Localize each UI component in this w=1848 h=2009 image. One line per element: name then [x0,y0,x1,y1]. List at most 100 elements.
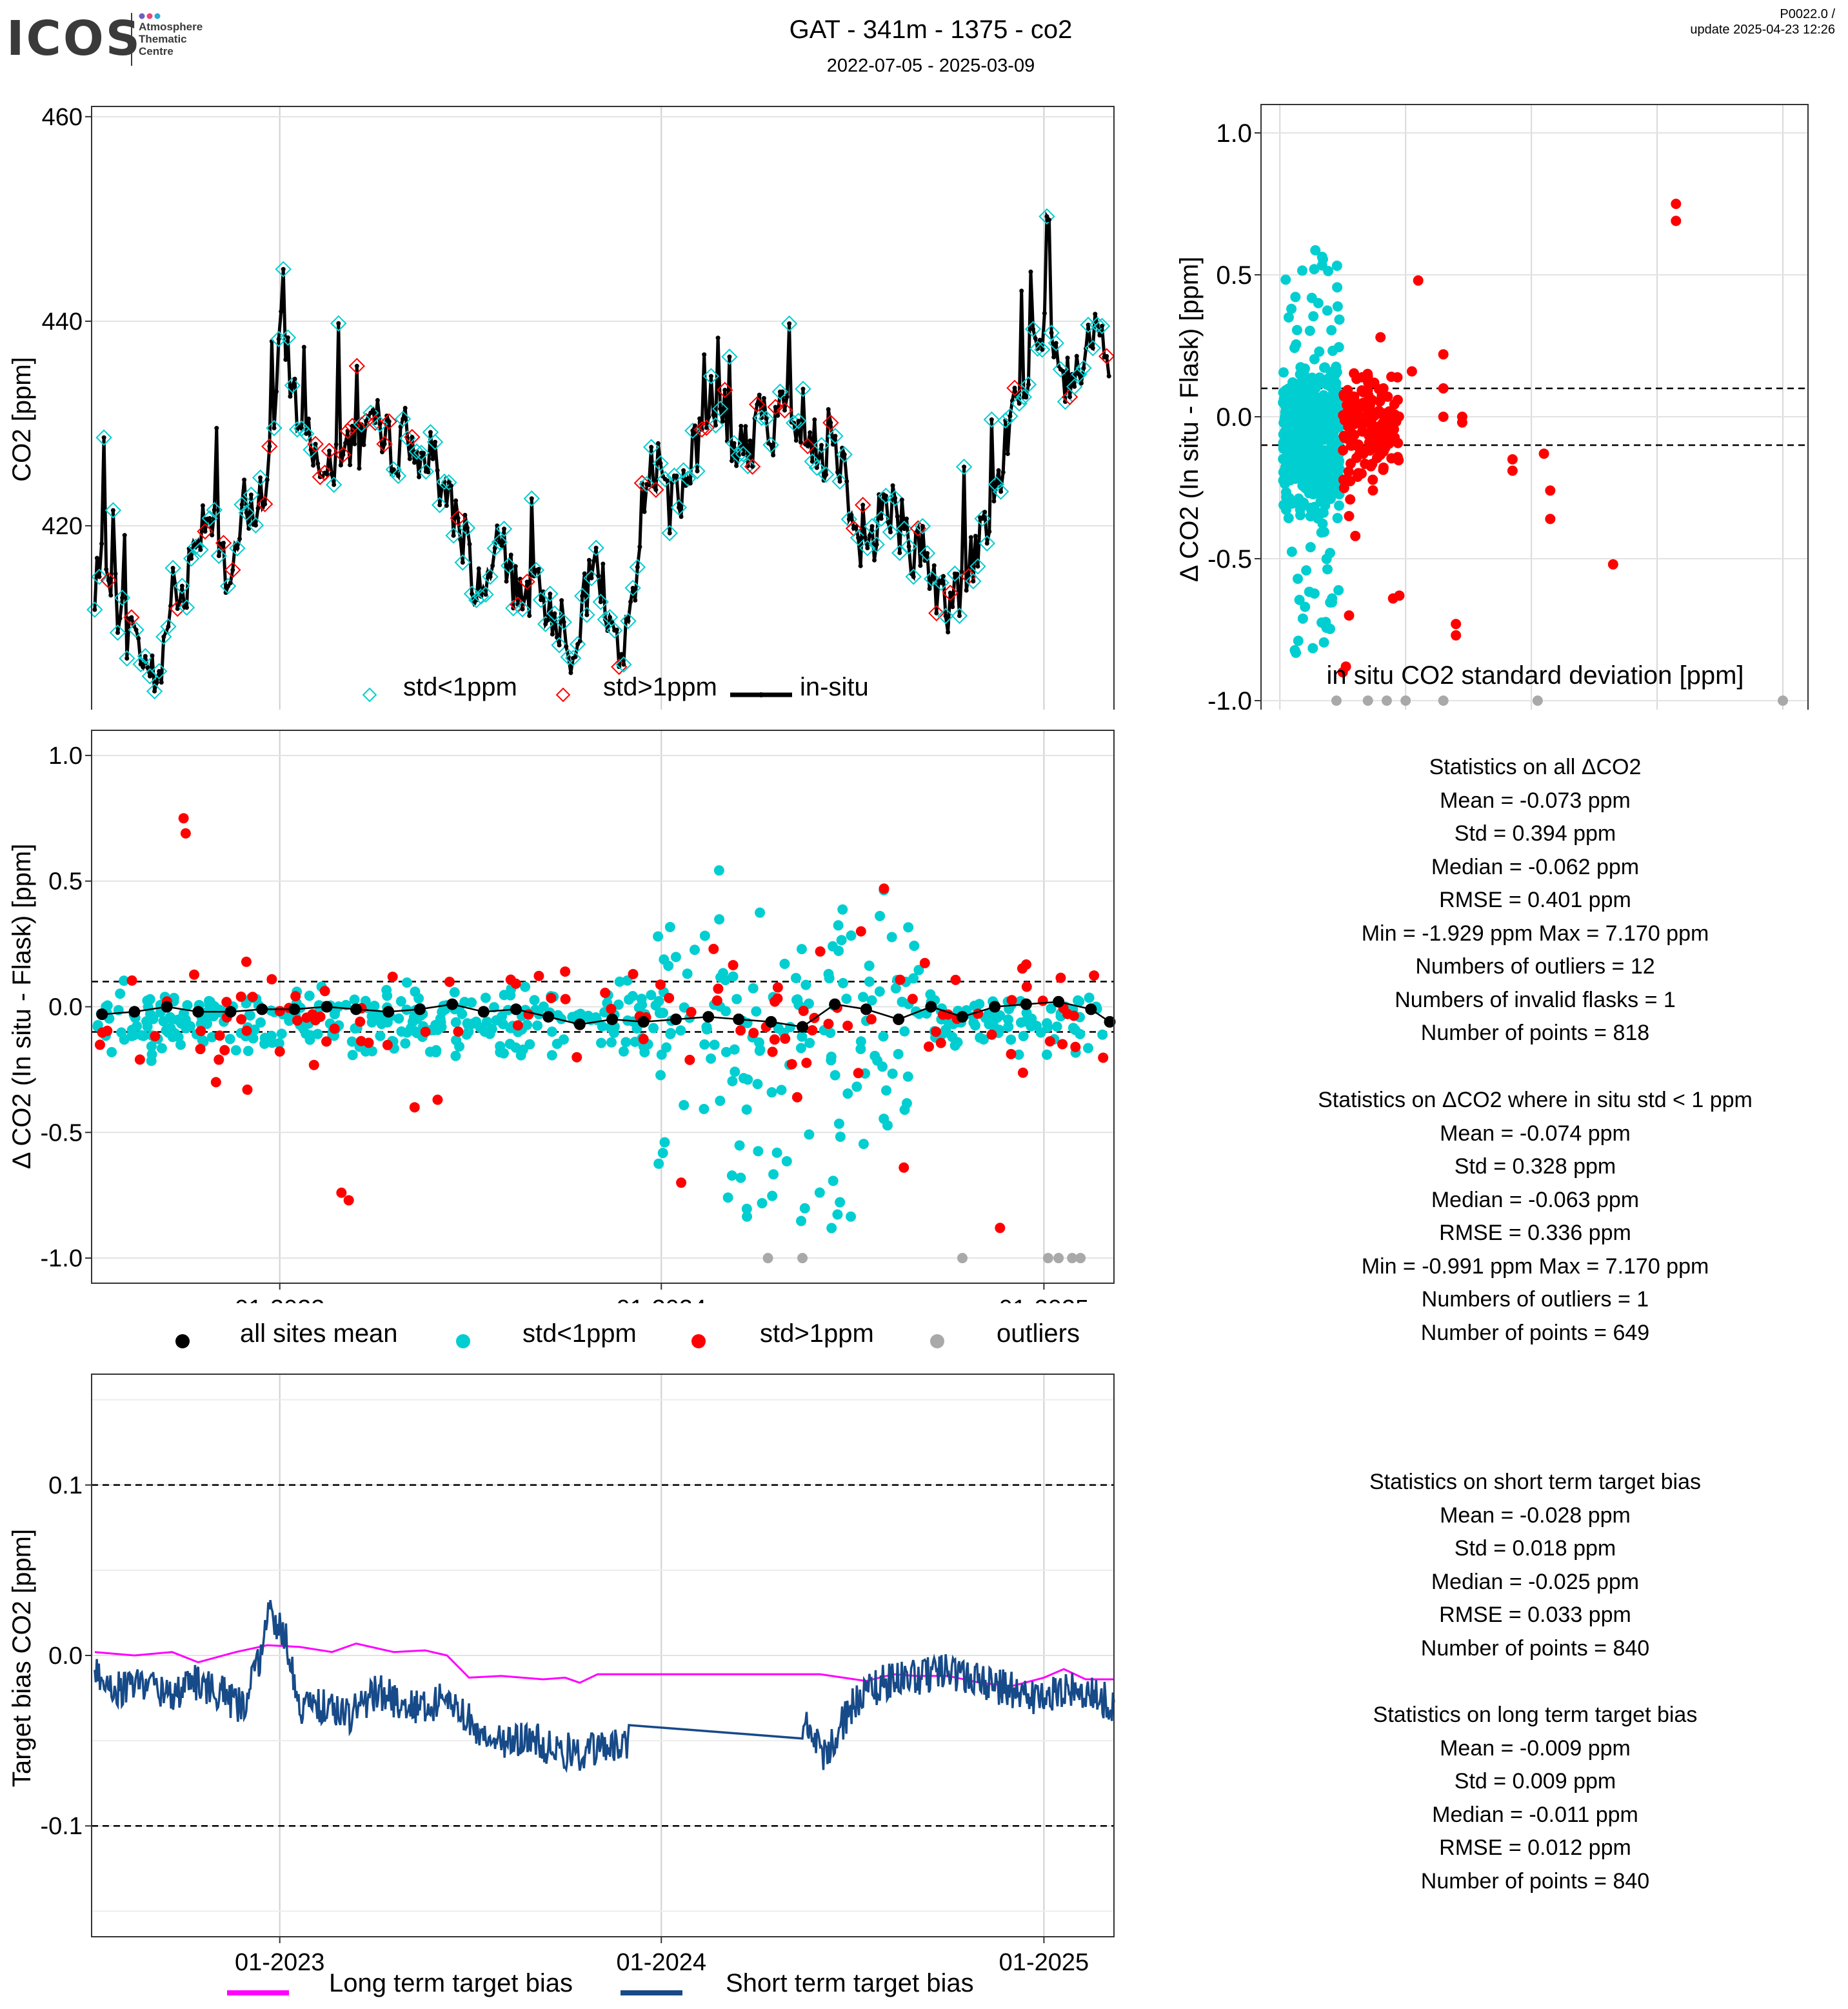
point-std-gt-1 [772,993,783,1004]
point-std-gt-1 [1386,372,1397,383]
point-std-lt-1 [401,977,412,988]
in-situ-point [497,539,502,545]
in-situ-point [720,419,725,424]
mean-point [256,1003,268,1015]
in-situ-point [1097,333,1102,338]
point-std-gt-1 [94,1039,105,1050]
flask-marker-std-lt-1 [128,621,144,639]
in-situ-point [200,503,205,508]
in-situ-point [787,321,792,326]
flask-marker-std-lt-1 [164,559,181,577]
point-std-lt-1 [435,1014,446,1024]
in-situ-point [377,421,383,426]
point-std-lt-1 [1318,637,1329,648]
in-situ-point [226,583,231,588]
in-situ-point [695,468,700,474]
point-std-lt-1 [825,1028,836,1039]
point-std-gt-1 [1057,1039,1068,1050]
in-situ-point [895,514,900,519]
flask-marker-std-lt-1 [711,400,729,417]
mean-point [733,1013,745,1025]
in-situ-point [1000,470,1006,475]
point-std-lt-1 [735,1172,746,1183]
point-std-lt-1 [718,968,729,979]
in-situ-point [407,456,412,461]
point-std-gt-1 [879,883,889,894]
point-std-lt-1 [1293,635,1304,646]
point-std-gt-1 [1367,485,1378,496]
in-situ-point [184,605,189,610]
point-std-lt-1 [1301,565,1312,576]
point-std-gt-1 [1375,332,1386,343]
in-situ-point [1017,401,1022,406]
point-std-lt-1 [803,998,814,1009]
in-situ-point [343,441,348,446]
legend-std-gt-1-label: std>1ppm [603,673,717,701]
in-situ-point [869,524,875,529]
point-std-lt-1 [858,992,869,1003]
in-situ-point [826,407,831,412]
point-std-lt-1 [517,1044,528,1055]
bias-legend: Long term target bias Short term target … [219,1966,1058,2000]
point-std-gt-1 [1356,468,1367,479]
in-situ-point [1104,354,1109,359]
in-situ-point [110,508,115,513]
in-situ-point [228,581,233,586]
flask-marker-std-gt-1 [776,402,793,419]
point-std-lt-1 [1332,513,1343,524]
point-std-lt-1 [1286,303,1297,314]
in-situ-point [727,354,732,359]
point-std-gt-1 [1354,449,1365,460]
flask-marker-std-lt-1 [298,425,315,442]
in-situ-point [968,535,973,540]
point-std-lt-1 [742,1211,753,1222]
in-situ-point [143,654,148,659]
point-std-gt-1 [505,974,516,985]
in-situ-point [692,423,697,428]
flask-marker-std-lt-1 [735,446,752,463]
point-std-lt-1 [330,1006,341,1017]
point-std-lt-1 [841,994,852,1004]
mean-point [925,1001,937,1013]
in-situ-point [805,443,810,448]
flask-marker-std-lt-1 [206,501,223,519]
point-std-lt-1 [1282,423,1293,434]
mean-point [321,1001,333,1013]
in-situ-point [375,397,380,403]
scatter-grid [1261,105,1808,710]
y-tick-label: 460 [42,104,83,131]
point-std-lt-1 [407,1016,418,1027]
in-situ-point [619,652,624,657]
point-std-gt-1 [247,992,258,1003]
point-std-lt-1 [655,1070,666,1081]
flask-marker-std-lt-1 [1093,317,1111,335]
legend-red-icon [690,1325,707,1357]
point-std-lt-1 [546,1050,557,1061]
point-std-lt-1 [699,1039,710,1050]
in-situ-point [481,586,486,591]
in-situ-point [1044,214,1049,219]
point-std-lt-1 [532,1020,543,1031]
point-std-lt-1 [755,907,766,918]
point-std-gt-1 [1362,369,1373,380]
y-tick-label: 0.5 [1216,261,1252,290]
in-situ-point [283,357,288,362]
in-situ-point [552,611,557,616]
flask-marker-std-lt-1 [417,463,435,480]
point-std-lt-1 [833,945,844,956]
flask-marker-std-lt-1 [955,458,973,475]
flask-marker-std-lt-1 [1084,339,1102,357]
flask-marker-std-lt-1 [1066,378,1083,395]
in-situ-point [899,497,904,503]
point-std-gt-1 [1413,275,1424,286]
in-situ-point [536,566,541,572]
in-situ-point [539,597,544,603]
flask-marker-std-lt-1 [201,510,218,527]
flask-marker-std-lt-1 [988,475,1005,493]
point-std-lt-1 [244,1010,255,1021]
point-std-lt-1 [1307,372,1318,383]
point-std-gt-1 [655,979,666,990]
flask-marker-std-gt-1 [321,443,338,459]
point-std-lt-1 [1287,498,1298,509]
in-situ-point [520,606,525,612]
